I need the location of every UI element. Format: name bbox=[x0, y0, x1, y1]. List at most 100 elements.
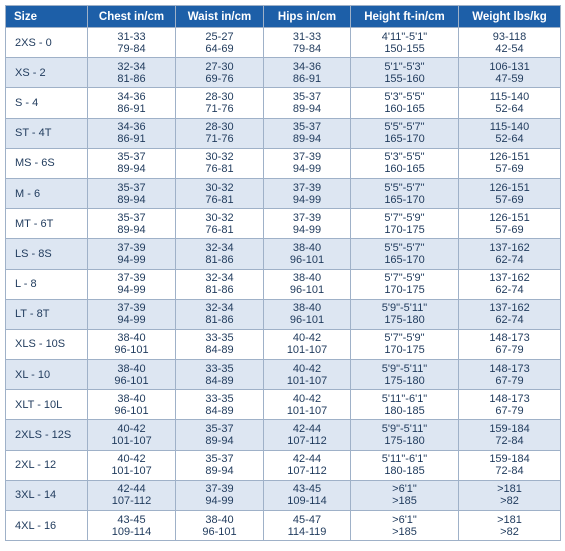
table-row: S - 4 34-36 86-91 28-30 71-76 35-37 89-94 5'3"-… bbox=[5, 87, 561, 119]
chest-imperial: 37-39 bbox=[117, 272, 146, 285]
header-weight: Weight lbs/kg bbox=[458, 5, 561, 28]
height-cell: 5'11"-6'1" 180-185 bbox=[350, 449, 459, 481]
header-size: Size bbox=[5, 5, 88, 28]
weight-metric: >82 bbox=[500, 495, 519, 508]
waist-metric: 81-86 bbox=[205, 284, 234, 297]
weight-metric: 47-59 bbox=[495, 72, 524, 85]
chest-metric: 96-101 bbox=[114, 374, 149, 387]
waist-metric: 64-69 bbox=[205, 42, 234, 55]
height-metric: 170-175 bbox=[384, 344, 425, 357]
table-row: M - 6 35-37 89-94 30-32 76-81 37-39 94-99 5'5"-… bbox=[5, 177, 561, 210]
height-imperial: 5'7"-5'9" bbox=[384, 272, 425, 285]
weight-imperial: 137-162 bbox=[489, 302, 530, 315]
height-metric: 160-165 bbox=[384, 102, 425, 115]
hips-metric: 101-107 bbox=[286, 374, 328, 387]
hips-imperial: 42-44 bbox=[292, 453, 322, 466]
weight-cell: 137-162 62-74 bbox=[458, 298, 561, 330]
size-cell: 3XL - 14 bbox=[5, 479, 88, 512]
weight-cell: 148-173 67-79 bbox=[458, 328, 561, 361]
chest-metric: 109-114 bbox=[111, 525, 152, 538]
hips-metric: 107-112 bbox=[287, 465, 327, 478]
height-cell: 5'5"-5'7" 165-170 bbox=[350, 177, 459, 210]
table-row: LT - 8T 37-39 94-99 32-34 81-86 38-40 96-101 5'… bbox=[5, 298, 561, 330]
height-cell: 5'9"-5'11" 175-180 bbox=[350, 298, 459, 330]
table-row: XS - 2 32-34 81-86 27-30 69-76 34-36 86-91 5'1"… bbox=[5, 57, 561, 89]
waist-cell: 38-40 96-101 bbox=[175, 509, 264, 542]
chest-metric: 101-107 bbox=[111, 435, 152, 448]
height-metric: 165-170 bbox=[384, 253, 425, 266]
hips-metric: 114-119 bbox=[287, 525, 327, 538]
chest-cell: 32-34 81-86 bbox=[87, 57, 176, 89]
weight-cell: 159-184 72-84 bbox=[458, 449, 561, 481]
height-cell: 5'7"-5'9" 170-175 bbox=[350, 328, 459, 361]
weight-imperial: 115-140 bbox=[489, 121, 530, 134]
height-imperial: 5'9"-5'11" bbox=[381, 423, 428, 436]
header-row: Size Chest in/cm Waist in/cm Hips in/cm … bbox=[5, 5, 561, 28]
height-imperial: >6'1" bbox=[392, 513, 417, 526]
chest-metric: 94-99 bbox=[117, 284, 146, 297]
table-row: MT - 6T 35-37 89-94 30-32 76-81 37-39 94-99 5'7… bbox=[5, 208, 561, 240]
hips-cell: 40-42 101-107 bbox=[263, 389, 351, 421]
height-cell: 5'7"-5'9" 170-175 bbox=[350, 268, 459, 300]
height-metric: 175-180 bbox=[384, 374, 425, 387]
hips-cell: 45-47 114-119 bbox=[263, 509, 351, 542]
weight-imperial: 137-162 bbox=[489, 241, 530, 254]
table-row: 2XLS - 12S 40-42 101-107 35-37 89-94 42-44 107… bbox=[5, 419, 561, 451]
table-row: 2XS - 0 31-33 79-84 25-27 64-69 31-33 79-84 4'1… bbox=[5, 26, 561, 59]
chest-imperial: 31-33 bbox=[117, 30, 146, 43]
height-imperial: 4'11"-5'1" bbox=[381, 30, 428, 43]
waist-imperial: 35-37 bbox=[205, 423, 234, 436]
height-cell: 5'3"-5'5" 160-165 bbox=[350, 147, 459, 179]
waist-metric: 76-81 bbox=[205, 223, 234, 236]
header-chest: Chest in/cm bbox=[87, 5, 176, 28]
waist-cell: 33-35 84-89 bbox=[175, 328, 264, 361]
height-cell: 5'9"-5'11" 175-180 bbox=[350, 359, 459, 391]
size-cell: XLT - 10L bbox=[5, 389, 88, 421]
chest-imperial: 43-45 bbox=[117, 513, 146, 526]
weight-cell: 115-140 52-64 bbox=[458, 117, 561, 149]
chest-metric: 79-84 bbox=[117, 42, 146, 55]
hips-metric: 101-107 bbox=[286, 404, 328, 417]
hips-cell: 38-40 96-101 bbox=[263, 268, 351, 300]
hips-cell: 35-37 89-94 bbox=[263, 117, 351, 149]
hips-cell: 37-39 94-99 bbox=[263, 208, 351, 240]
chest-imperial: 38-40 bbox=[117, 392, 146, 405]
waist-cell: 28-30 71-76 bbox=[175, 87, 264, 119]
hips-metric: 96-101 bbox=[289, 314, 325, 327]
size-chart: Size Chest in/cm Waist in/cm Hips in/cm … bbox=[5, 5, 561, 542]
weight-metric: 57-69 bbox=[495, 223, 524, 236]
waist-cell: 27-30 69-76 bbox=[175, 57, 264, 89]
chest-imperial: 40-42 bbox=[117, 453, 146, 466]
chest-cell: 35-37 89-94 bbox=[87, 147, 176, 179]
weight-metric: 57-69 bbox=[495, 163, 524, 176]
weight-imperial: >181 bbox=[497, 513, 522, 526]
hips-imperial: 40-42 bbox=[292, 362, 322, 375]
height-metric: 175-180 bbox=[384, 435, 425, 448]
hips-imperial: 37-39 bbox=[292, 181, 322, 194]
size-cell: 2XS - 0 bbox=[5, 26, 88, 59]
waist-cell: 35-37 89-94 bbox=[175, 419, 264, 451]
height-imperial: 5'11"-6'1" bbox=[381, 392, 428, 405]
weight-cell: >181 >82 bbox=[458, 509, 561, 542]
waist-metric: 89-94 bbox=[205, 465, 234, 478]
height-cell: 4'11"-5'1" 150-155 bbox=[350, 26, 459, 59]
hips-metric: 79-84 bbox=[292, 42, 322, 55]
weight-imperial: 137-162 bbox=[489, 272, 530, 285]
weight-metric: 72-84 bbox=[495, 465, 524, 478]
waist-metric: 81-86 bbox=[205, 314, 234, 327]
size-cell: M - 6 bbox=[5, 177, 88, 210]
height-metric: 165-170 bbox=[384, 193, 425, 206]
size-cell: 2XL - 12 bbox=[5, 449, 88, 481]
waist-metric: 89-94 bbox=[205, 435, 234, 448]
chest-cell: 40-42 101-107 bbox=[87, 449, 176, 481]
waist-metric: 84-89 bbox=[205, 404, 234, 417]
weight-imperial: 148-173 bbox=[489, 392, 530, 405]
size-cell: XS - 2 bbox=[5, 57, 88, 89]
table-row: XL - 10 38-40 96-101 33-35 84-89 40-42 101-107… bbox=[5, 359, 561, 391]
hips-imperial: 35-37 bbox=[292, 90, 322, 103]
chest-cell: 31-33 79-84 bbox=[87, 26, 176, 59]
weight-metric: 67-79 bbox=[495, 404, 524, 417]
weight-metric: 42-54 bbox=[495, 42, 524, 55]
waist-metric: 84-89 bbox=[205, 344, 234, 357]
chest-imperial: 35-37 bbox=[117, 181, 146, 194]
